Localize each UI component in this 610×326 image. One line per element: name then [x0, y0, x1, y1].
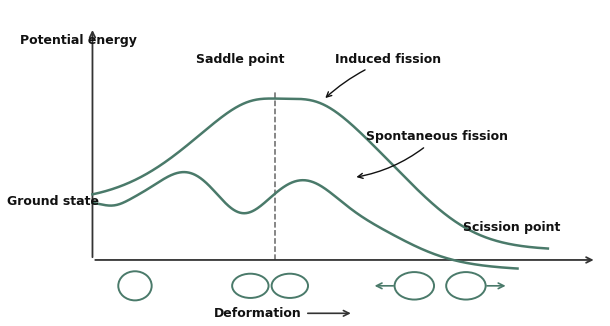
Text: Ground state: Ground state	[7, 195, 99, 208]
Text: Deformation: Deformation	[214, 307, 302, 320]
Text: Spontaneous fission: Spontaneous fission	[358, 130, 508, 178]
Text: Saddle point: Saddle point	[196, 53, 284, 66]
Text: Potential energy: Potential energy	[20, 34, 137, 47]
Text: Scission point: Scission point	[463, 221, 560, 234]
Text: Induced fission: Induced fission	[326, 53, 442, 97]
